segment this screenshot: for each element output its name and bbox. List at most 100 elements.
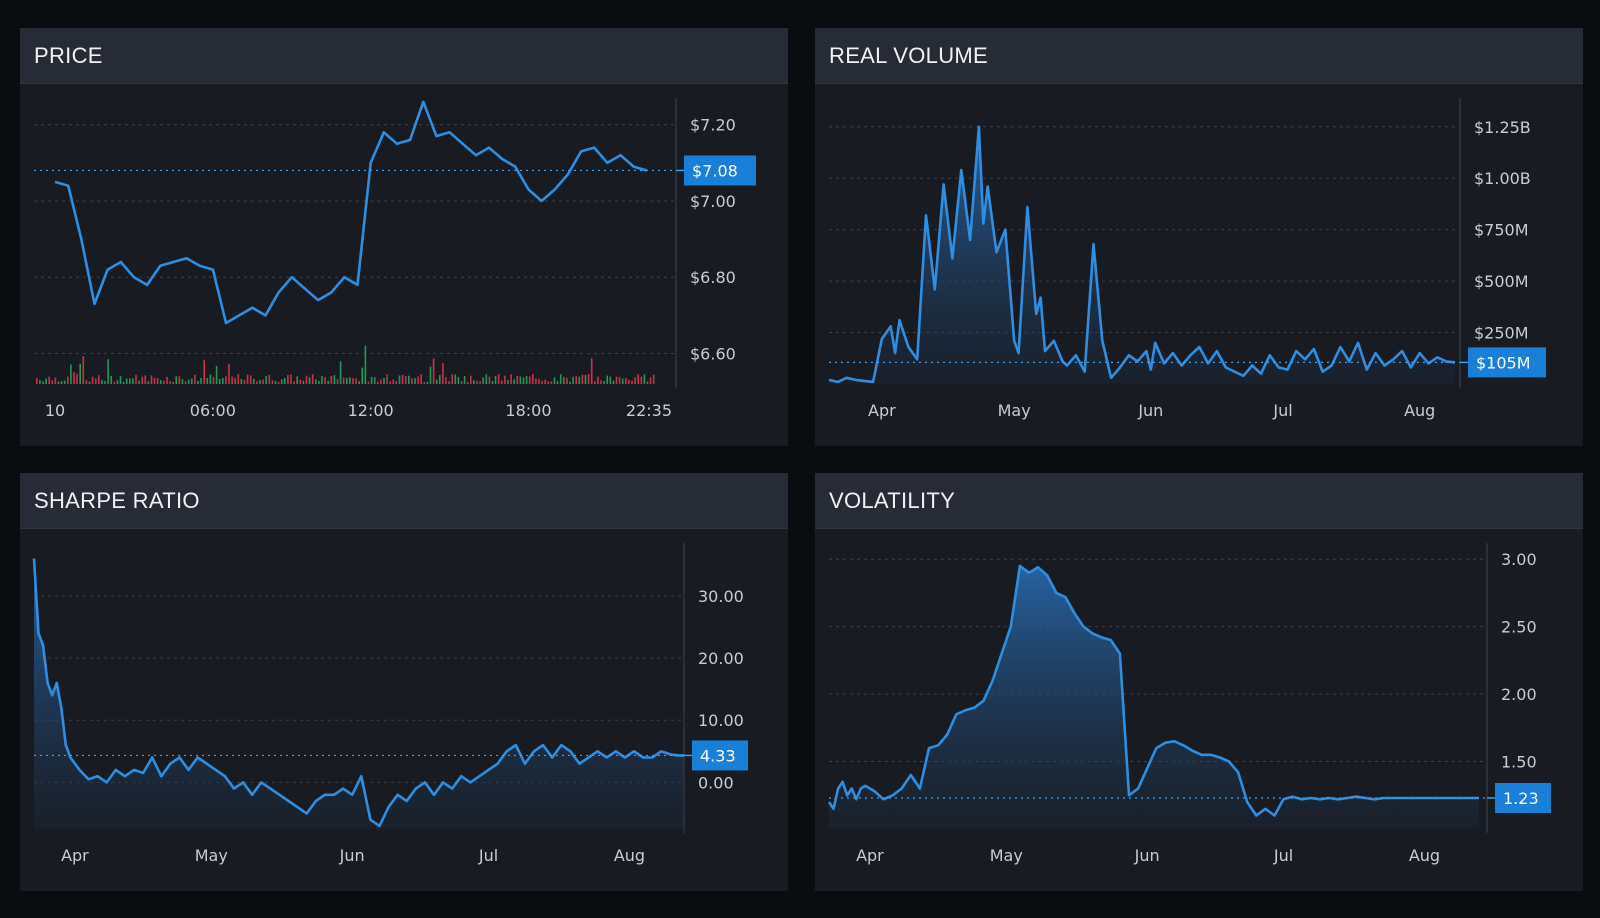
x-tick-label: Jul [478,846,498,865]
volume-bar [163,380,165,384]
volume-bar [253,378,255,384]
volume-bar [290,374,292,384]
volume-bar [491,381,494,384]
volume-bar [597,376,599,384]
y-tick-label: $250M [1474,324,1529,343]
volume-bar [51,380,54,384]
y-tick-label: 0.00 [698,773,734,792]
volume-bar [243,380,246,384]
volume-bar [172,381,174,384]
volatility-chart[interactable]: 3.00 2.50 2.00 1.50 Apr May Jun Jul Aug 1.23 [815,529,1583,891]
volume-bar [594,381,596,384]
volume-bar [175,376,178,384]
x-tick-label: 18:00 [505,401,551,420]
volume-bar [166,377,168,384]
volume-bar [618,377,621,384]
volume-bar [234,377,236,384]
x-tick-label: Aug [614,846,645,865]
volume-bar [528,376,531,384]
x-tick-label: 12:00 [348,401,394,420]
volume-bar [85,380,88,384]
x-tick-label: 10 [45,401,65,420]
y-tick-label: $1.25B [1474,118,1531,137]
y-tick-label: $750M [1474,221,1529,240]
x-tick-label: May [195,846,228,865]
real-volume-panel-title: REAL VOLUME [815,28,1583,84]
volatility-chart-svg[interactable]: 3.00 2.50 2.00 1.50 Apr May Jun Jul Aug 1.23 [815,529,1583,891]
volume-bar [150,375,153,384]
volume-bar [380,379,382,384]
volume-bar [423,382,426,384]
volume-bar [225,376,227,384]
volume-bar [194,374,196,384]
volume-bar [522,377,525,384]
volume-bar [609,376,612,384]
volume-bar [147,381,150,384]
y-tick-label: $1.00B [1474,169,1531,188]
volume-bar [101,379,103,384]
volume-bar [302,380,305,384]
price-chart[interactable]: $7.20 $7.00 $6.80 $6.60 10 06:00 12:00 18:00 22:… [20,84,788,446]
volume-bar [129,378,131,384]
volume-bar [364,345,367,384]
volume-bar [305,375,308,384]
volume-bar [590,358,593,384]
volume-bar [460,381,463,384]
y-tick-label: 30.00 [698,587,744,606]
volume-bar [429,366,432,384]
x-tick-label: May [990,846,1023,865]
volume-bar [587,374,590,384]
volume-bar [39,380,41,384]
volume-bar [169,381,171,384]
volume-bar [538,379,540,384]
volume-bar [187,379,190,384]
volume-bar [373,377,376,384]
volume-bar [349,377,351,384]
volatility-panel-title: VOLATILITY [815,473,1583,529]
volume-bar [265,376,267,384]
volume-bar [160,380,162,384]
volume-bar [510,374,512,384]
sharpe-ratio-panel: SHARPE RATIO 30.00 20.00 10.00 0.00 Apr May Ju… [20,473,788,891]
sharpe-ratio-chart-svg[interactable]: 30.00 20.00 10.00 0.00 Apr May Jun Jul Aug 4.33 [20,529,788,891]
volume-bar [268,374,271,384]
volume-bar [470,375,472,384]
volume-bar [463,376,466,384]
volume-bar [203,360,205,384]
volume-bar [553,377,556,384]
volume-bar [45,378,47,384]
volatility-panel: VOLATILITY 3.00 2.50 2.00 1.50 Apr May Jun Jul A… [815,473,1583,891]
volume-bar [70,364,72,384]
volume-bar [615,376,618,384]
volume-bar [488,376,491,384]
volume-bar [107,359,109,384]
volume-bar [274,381,277,384]
price-chart-svg[interactable]: $7.20 $7.00 $6.80 $6.60 10 06:00 12:00 18:00 22:… [20,84,788,446]
real-volume-chart-svg[interactable]: $1.25B $1.00B $750M $500M $250M Apr May Jun Jul A… [815,84,1583,446]
series-line [32,558,685,828]
volume-bar [643,374,646,384]
x-tick-label: Aug [1404,401,1435,420]
series-area [829,565,1479,829]
x-tick-label: Jun [339,846,365,865]
volume-bar [439,375,441,384]
volume-bar [48,376,50,384]
volume-bar [432,358,435,384]
volume-bar [504,375,506,384]
real-volume-chart[interactable]: $1.25B $1.00B $750M $500M $250M Apr May Jun Jul A… [815,84,1583,446]
x-tick-label: Aug [1409,846,1440,865]
series-area [829,126,1455,385]
sharpe-ratio-chart[interactable]: 30.00 20.00 10.00 0.00 Apr May Jun Jul Aug 4.33 [20,529,788,891]
volume-bar [442,363,444,384]
volume-bar [197,381,199,384]
volume-bar [67,376,69,384]
y-tick-label: $6.60 [690,344,736,363]
volume-bar [324,377,326,384]
y-tick-label: 10.00 [698,711,744,730]
volume-bar [358,381,360,384]
y-tick-label: 1.50 [1501,753,1537,772]
volume-bar [206,378,209,384]
price-panel-title: PRICE [20,28,788,84]
volume-bar [417,376,419,384]
y-tick-label: 20.00 [698,649,744,668]
